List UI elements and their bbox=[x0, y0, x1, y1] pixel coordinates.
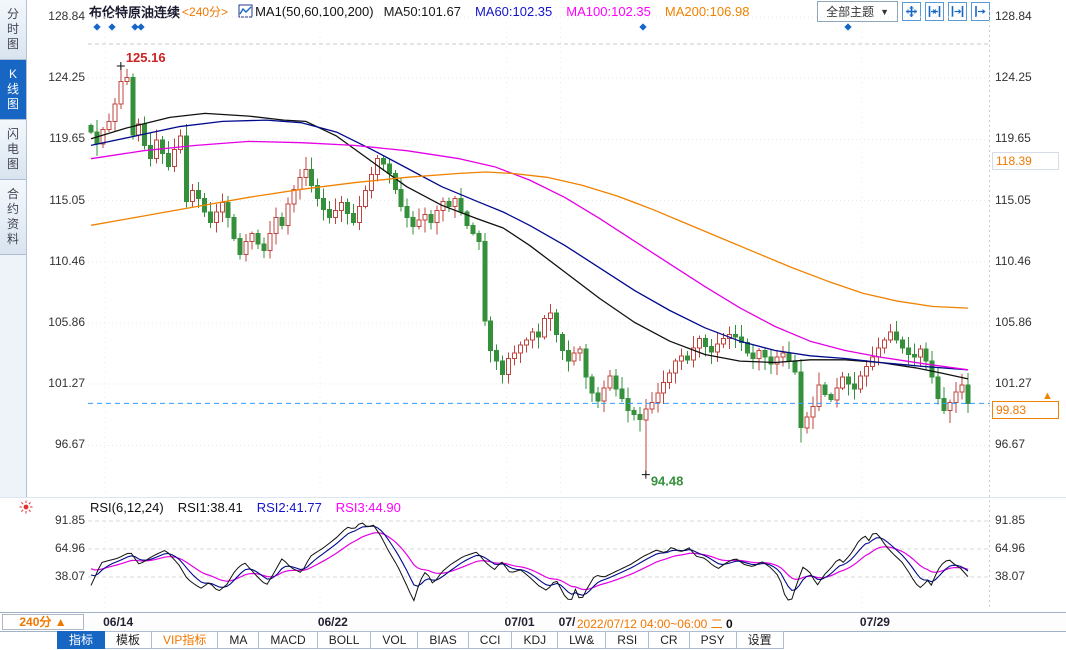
time-tick-2: 07/01 bbox=[504, 615, 535, 629]
crosshair-time-info: 2022/07/12 04:00~06:00 二 0 bbox=[576, 617, 733, 631]
rsi-label-right-0: 91.85 bbox=[995, 513, 1026, 527]
chevron-down-icon: ▼ bbox=[880, 6, 889, 17]
price-label-right-3: 115.05 bbox=[995, 192, 1031, 207]
rsi-label-right-2: 38.07 bbox=[995, 569, 1026, 583]
period-button[interactable]: 240分 ▲ bbox=[2, 614, 84, 630]
price-label-left-7: 96.67 bbox=[54, 437, 85, 452]
svg-text:125.16: 125.16 bbox=[126, 50, 166, 65]
toolbar-tab-lw[interactable]: LW& bbox=[558, 631, 607, 649]
time-axis: 240分 ▲ 06/14 06/22 07/01 07/07/29 2022/07/1… bbox=[0, 612, 1066, 632]
rsi2-value: RSI2:41.77 bbox=[256, 500, 322, 515]
toolbar-tab-rsi[interactable]: RSI bbox=[606, 631, 650, 649]
toolbar-tab-cr[interactable]: CR bbox=[649, 631, 690, 649]
rsi-label-left-1: 64.96 bbox=[54, 541, 85, 555]
price-label-left-6: 101.27 bbox=[48, 376, 85, 391]
price-label-right-7: 96.67 bbox=[995, 437, 1026, 452]
grid-layer bbox=[88, 10, 990, 610]
rsi1-value: RSI1:38.41 bbox=[177, 500, 243, 515]
candlestick-chart[interactable]: 125.16 94.48 bbox=[88, 0, 990, 612]
time-tick-4: 07/29 bbox=[859, 615, 890, 629]
time-tick-0: 06/14 bbox=[103, 615, 134, 629]
price-label-right-2: 119.65 bbox=[995, 131, 1031, 146]
current-price-marker: 99.83 bbox=[992, 401, 1059, 419]
event-markers-layer bbox=[93, 23, 852, 31]
toolbar-tab-settings[interactable]: 设置 bbox=[736, 631, 784, 649]
ma-value-0: MA50:101.67 bbox=[383, 3, 461, 19]
toolbar-tab-macd[interactable]: MACD bbox=[259, 631, 318, 649]
ma-value-1: MA60:102.35 bbox=[474, 3, 553, 19]
rsi-header: RSI(6,12,24) RSI1:38.41 RSI2:41.77 RSI3:… bbox=[90, 500, 401, 515]
ma-value-3: MA200:106.98 bbox=[664, 3, 750, 19]
toolbar-tab-templates[interactable]: 模板 bbox=[105, 631, 153, 649]
rsi-label-right-1: 64.96 bbox=[995, 541, 1026, 555]
price-label-left-3: 115.05 bbox=[49, 192, 85, 207]
zoom-out-icon[interactable] bbox=[925, 2, 944, 21]
toolbar-tab-cci[interactable]: CCI bbox=[468, 631, 513, 649]
rsi-lines-layer bbox=[90, 522, 969, 602]
price-label-left-0: 128.84 bbox=[48, 9, 85, 23]
price-label-right-4: 110.46 bbox=[995, 253, 1031, 268]
rsi-label-left-0: 91.85 bbox=[54, 513, 85, 527]
chart-header: 布伦特原油连续 <240分> MA1(50,60,100,200) MA50:1… bbox=[27, 0, 1066, 22]
price-label-left-5: 105.86 bbox=[48, 315, 85, 329]
annotations-layer: 125.16 94.48 bbox=[116, 50, 684, 489]
price-label-right-1: 124.25 bbox=[995, 70, 1032, 85]
toolbar-tab-boll[interactable]: BOLL bbox=[317, 631, 372, 649]
period-tag: <240分> bbox=[182, 4, 229, 19]
time-tick-1: 06/22 bbox=[317, 615, 348, 629]
candles-layer bbox=[88, 66, 971, 475]
toolbar-tab-vip-indicators[interactable]: VIP指标 bbox=[152, 631, 219, 649]
toolbar-tab-ma[interactable]: MA bbox=[218, 631, 260, 649]
crosshair-icon[interactable] bbox=[902, 2, 921, 21]
instrument-title: 布伦特原油连续 bbox=[89, 4, 181, 20]
ma-settings-group: MA1(50,60,100,200) bbox=[238, 4, 374, 19]
theme-dropdown[interactable]: 全部主题 ▼ bbox=[817, 1, 898, 22]
ma-setting-label: MA1(50,60,100,200) bbox=[255, 3, 374, 19]
ma-lines-layer bbox=[90, 112, 969, 380]
ma-chart-icon bbox=[238, 4, 253, 18]
indicator-settings-sun-icon[interactable] bbox=[19, 500, 33, 517]
sidebar-tab-contract-info[interactable]: 合约资料 bbox=[0, 180, 26, 255]
price-label-right-6: 101.27 bbox=[995, 376, 1032, 391]
period-up-arrow: ▲ bbox=[54, 615, 67, 629]
svg-text:94.48: 94.48 bbox=[651, 474, 684, 489]
rsi-label-left-2: 38.07 bbox=[54, 569, 85, 583]
header-controls: 全部主题 ▼ bbox=[817, 1, 990, 22]
ma-value-2: MA100:102.35 bbox=[566, 3, 651, 19]
toolbar-tab-kdj[interactable]: KDJ bbox=[512, 631, 559, 649]
price-label-left-2: 119.65 bbox=[49, 131, 85, 146]
toolbar-tab-vol[interactable]: VOL bbox=[371, 631, 419, 649]
price-up-arrow: ▲ bbox=[1042, 390, 1053, 402]
toolbar-tab-bias[interactable]: BIAS bbox=[418, 631, 469, 649]
rsi-params: RSI(6,12,24) bbox=[90, 500, 164, 515]
price-label-left-4: 110.46 bbox=[49, 253, 85, 268]
sidebar-tab-lightning-chart[interactable]: 闪电图 bbox=[0, 120, 26, 180]
sidebar-tab-time-chart[interactable]: 分时图 bbox=[0, 0, 26, 60]
ma-values: MA50:101.67 MA60:102.35 MA100:102.35 MA200:… bbox=[384, 4, 750, 19]
price-label-left-1: 124.25 bbox=[48, 70, 85, 85]
prev-settle-marker: 118.39 bbox=[992, 152, 1059, 170]
toolbar-tab-indicators[interactable]: 指标 bbox=[57, 631, 106, 649]
indicator-toolbar: 指标 模板 VIP指标 MA MACD BOLL VOL BIAS CCI KDJ LW& RSI CR… bbox=[57, 631, 784, 649]
panel-separator bbox=[0, 497, 1066, 498]
price-label-right-0: 128.84 bbox=[995, 9, 1032, 23]
toolbar-tab-psy[interactable]: PSY bbox=[689, 631, 737, 649]
rsi3-value: RSI3:44.90 bbox=[335, 500, 401, 515]
zoom-in-icon[interactable] bbox=[948, 2, 967, 21]
time-tick-3: 07/ bbox=[558, 615, 576, 629]
price-label-right-5: 105.86 bbox=[995, 315, 1032, 329]
